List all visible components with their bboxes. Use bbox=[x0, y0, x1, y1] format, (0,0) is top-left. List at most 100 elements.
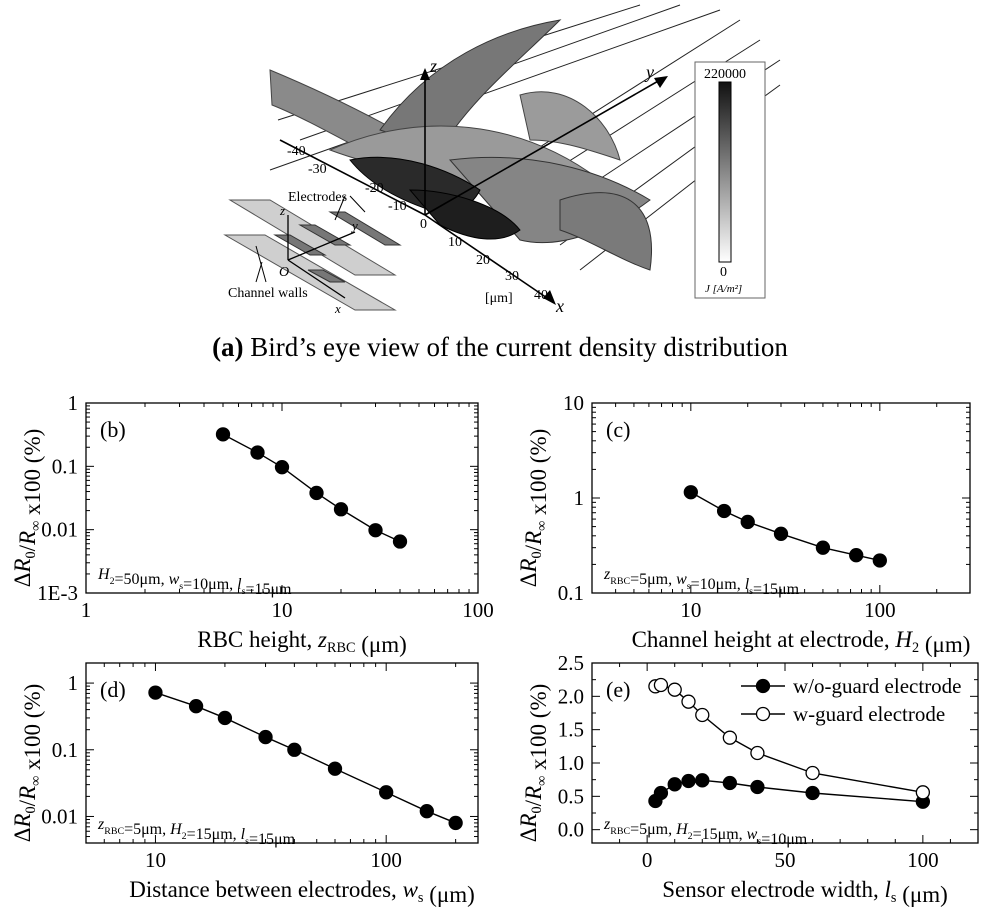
y-tick-label: 1.0 bbox=[558, 751, 584, 775]
data-point bbox=[722, 775, 738, 791]
data-point bbox=[716, 503, 732, 519]
data-point bbox=[750, 745, 765, 761]
panel-label: (e) bbox=[606, 677, 630, 702]
data-point bbox=[653, 677, 669, 693]
conditions-annotation: zRBC=5μm, H2=15μm, ws=10μm bbox=[603, 816, 808, 848]
series-line bbox=[155, 691, 456, 824]
data-point bbox=[681, 773, 696, 789]
data-point bbox=[681, 694, 696, 709]
chart-d: 10 100 0.01 0.1 1 Distance between electrodes… bbox=[0, 648, 500, 909]
y-tick-label: 0.1 bbox=[52, 738, 78, 762]
axis-arrowheads bbox=[420, 68, 668, 305]
panel-label: (b) bbox=[100, 417, 126, 442]
x-tick-label: 100 bbox=[370, 848, 402, 872]
data-point bbox=[250, 445, 265, 460]
x-tick-label: -20 bbox=[365, 181, 384, 196]
data-point bbox=[309, 485, 324, 501]
x-axis-title: Distance between electrodes, ws (μm) bbox=[129, 877, 475, 907]
data-point bbox=[740, 514, 755, 530]
colorbar-unit-label: J [A/m²] bbox=[705, 283, 742, 295]
y-tick-label: 2.5 bbox=[558, 651, 584, 675]
inset-x-label: x bbox=[334, 301, 341, 316]
conditions-annotation: zRBC=5μm, ws=10μm, ls=15μm bbox=[603, 566, 800, 598]
inset-z-label: z bbox=[279, 203, 285, 218]
x-tick-label: 10 bbox=[448, 235, 462, 250]
x-tick-label: 30 bbox=[505, 269, 519, 284]
data-point bbox=[392, 534, 408, 549]
y-axis-title: ΔR0/R∞ x100 (%) bbox=[516, 429, 551, 588]
ticks bbox=[591, 662, 979, 843]
caption-text: Bird’s eye view of the current density d… bbox=[243, 332, 788, 362]
data-point bbox=[695, 707, 710, 723]
chart-d-svg: 10 100 0.01 0.1 1 Distance between electrodes… bbox=[10, 662, 479, 907]
chart-c-svg: 10 100 0.1 1 10 Channel height at electrode, … bbox=[516, 391, 971, 657]
x-tick-label: 50 bbox=[775, 848, 796, 872]
conditions-annotation: zRBC=5μm, H2=15μm, ls=15μm bbox=[97, 816, 296, 848]
data-point bbox=[722, 730, 738, 745]
panel-label: (d) bbox=[100, 677, 126, 702]
x-tick-label: 100 bbox=[462, 598, 494, 622]
inset-y-label: y bbox=[350, 218, 358, 233]
colorbar-scale bbox=[718, 81, 732, 263]
current-density-3d-illustration: z y x [μm] -40 -30 -20 -10 0 10 20 30 40… bbox=[223, 4, 781, 316]
unit-label: [μm] bbox=[485, 291, 513, 306]
x-tick-label: 100 bbox=[907, 848, 939, 872]
data-point bbox=[805, 785, 820, 801]
series-line bbox=[654, 779, 923, 803]
y-axis-title: ΔR0/R∞ x100 (%) bbox=[516, 684, 551, 843]
legend-marker bbox=[755, 678, 771, 694]
ticks bbox=[85, 403, 479, 594]
inset-electrodes-label: Electrodes bbox=[288, 190, 347, 205]
data-point bbox=[773, 526, 789, 541]
x-tick-label: 1 bbox=[81, 598, 92, 622]
data-point bbox=[695, 773, 710, 788]
data-point bbox=[333, 502, 349, 517]
x-axis-title: Sensor electrode width, ls (μm) bbox=[662, 877, 948, 907]
legend-label: w/o-guard electrode bbox=[793, 674, 962, 698]
x-tick-label: 10 bbox=[272, 598, 293, 622]
plot-frame bbox=[85, 662, 479, 844]
plot-frame bbox=[85, 402, 479, 594]
legend-label: w-guard electrode bbox=[793, 702, 945, 726]
x-axis-title: RBC height, zRBC (μm) bbox=[197, 627, 407, 657]
x-tick-label: -10 bbox=[388, 199, 407, 214]
x-tick-label: 10 bbox=[145, 848, 166, 872]
chart-e: 0 50 100 0.0 0.5 1.0 1.5 2.0 2.5 Sensor electrode… bbox=[500, 648, 1000, 909]
panel-a-birds-eye-view: z y x [μm] -40 -30 -20 -10 0 10 20 30 40… bbox=[0, 0, 1000, 375]
y-axis-label: y bbox=[644, 62, 654, 82]
data-point bbox=[849, 548, 864, 563]
y-tick-label: 1E-3 bbox=[37, 581, 78, 605]
z-axis-label: z bbox=[429, 56, 437, 76]
data-point bbox=[379, 785, 394, 800]
x-tick-label: 20 bbox=[476, 253, 490, 268]
y-axis-title: ΔR0/R∞ x100 (%) bbox=[10, 684, 45, 843]
axes-3d bbox=[279, 75, 661, 301]
y-tick-label: 0.0 bbox=[558, 818, 584, 842]
chart-b: 1 10 100 1E-3 0.01 0.1 1 RBC height, zRBC (μm) Δ… bbox=[0, 385, 500, 657]
legend-marker bbox=[755, 706, 771, 722]
inset-origin-label: O bbox=[279, 265, 289, 280]
x-axis-title: Channel height at electrode, H2 (μm) bbox=[632, 627, 971, 657]
data-point bbox=[667, 682, 682, 697]
data-point bbox=[217, 710, 233, 726]
data-point bbox=[148, 685, 163, 700]
data-point bbox=[215, 427, 231, 442]
y-tick-label: 0.1 bbox=[558, 581, 584, 605]
data-point bbox=[667, 777, 682, 792]
y-tick-label: 0.01 bbox=[41, 518, 78, 542]
data-point bbox=[815, 540, 831, 555]
colorbar-min-label: 0 bbox=[720, 265, 727, 280]
x-axis-label: x bbox=[555, 296, 564, 316]
chart-e-svg: 0 50 100 0.0 0.5 1.0 1.5 2.0 2.5 Sensor electrode… bbox=[516, 651, 979, 907]
y-tick-label: 1 bbox=[68, 671, 79, 695]
data-point bbox=[419, 804, 434, 819]
data-point bbox=[368, 523, 383, 538]
conditions-annotation: H2=50μm, ws=10μm, ls=15μm bbox=[97, 566, 292, 598]
data-point bbox=[872, 553, 887, 568]
inset-schematic bbox=[223, 195, 402, 311]
panel-label: (c) bbox=[606, 417, 630, 442]
y-tick-label: 10 bbox=[563, 391, 584, 415]
y-tick-label: 2.0 bbox=[558, 684, 584, 708]
x-tick-label: 0 bbox=[642, 848, 653, 872]
data-point bbox=[805, 765, 820, 781]
